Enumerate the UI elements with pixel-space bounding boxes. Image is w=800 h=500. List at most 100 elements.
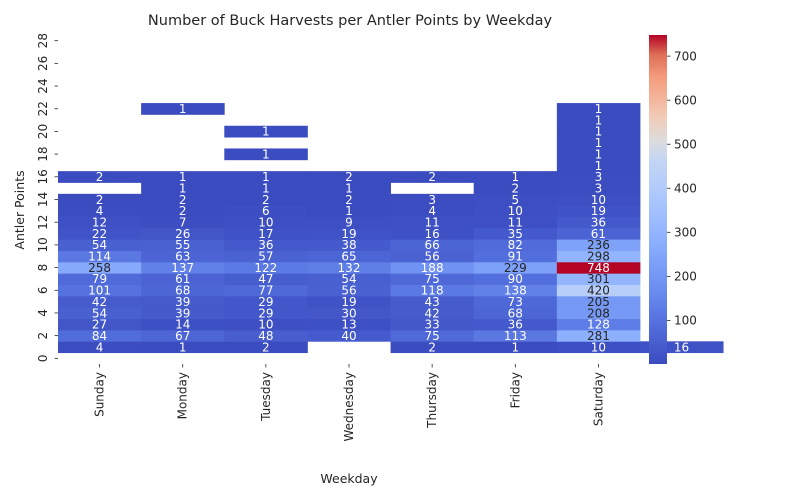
heatmap-cell-label: 138 [504, 284, 527, 298]
heatmap-cell-label: 137 [171, 261, 194, 275]
heatmap-cell-label: 79 [92, 272, 107, 286]
colorbar-tick-label: 400 [674, 182, 697, 196]
heatmap-cell [141, 318, 225, 331]
heatmap-cell [141, 284, 225, 297]
heatmap-cell [307, 273, 391, 285]
heatmap-cell [307, 250, 391, 263]
heatmap-cell-label: 73 [508, 295, 523, 309]
heatmap-cell [473, 284, 558, 297]
chart-title: Number of Buck Harvests per Antler Point… [148, 13, 553, 29]
heatmap-cell [224, 261, 308, 274]
heatmap-cell-label: 68 [508, 306, 523, 320]
heatmap-cell [224, 318, 308, 331]
heatmap-cell [307, 171, 391, 183]
heatmap-cell-label: 43 [424, 295, 439, 309]
colorbar-tick-label: 200 [674, 270, 697, 284]
heatmap-cell [58, 193, 142, 206]
y-tick-label: 28 [36, 33, 50, 48]
heatmap-cell [473, 227, 558, 240]
heatmap-cell [473, 318, 558, 331]
y-tick-label: 8 [36, 264, 50, 272]
y-tick-label: 14 [36, 192, 50, 207]
heatmap-cell-label: 54 [341, 272, 356, 286]
heatmap-cell-label: 258 [88, 261, 111, 275]
heatmap-cell-label: 1 [179, 181, 187, 195]
heatmap-cell [473, 239, 558, 251]
heatmap-cell [224, 239, 308, 251]
heatmap-cell [473, 341, 558, 354]
heatmap-cell-label: 298 [587, 250, 610, 264]
heatmap-cell-label: 1 [179, 170, 187, 184]
heatmap-cell [141, 261, 225, 274]
heatmap-cell-label: 36 [508, 318, 523, 332]
heatmap-cell [307, 318, 391, 331]
heatmap-cell-label: 42 [424, 306, 439, 320]
heatmap-cell [141, 227, 225, 240]
heatmap-cell [556, 205, 641, 217]
heatmap-cell [473, 307, 558, 320]
heatmap-cell [556, 329, 641, 342]
heatmap-cell-label: 1 [511, 170, 519, 184]
heatmap-cell-label: 1 [595, 136, 603, 150]
heatmap-cell [224, 250, 308, 263]
x-tick-label: Sunday [93, 372, 107, 417]
heatmap-cell-label: 205 [587, 295, 610, 309]
heatmap-cell [307, 227, 391, 240]
heatmap-cell [556, 137, 641, 149]
colorbar-tick-label: 300 [674, 226, 697, 240]
heatmap-cell [141, 182, 225, 195]
heatmap-cell [556, 148, 641, 161]
heatmap-cell-label: 39 [175, 295, 190, 309]
heatmap-cell [141, 250, 225, 263]
heatmap-cell [473, 261, 558, 274]
x-tick-label: Thursday [425, 372, 439, 429]
heatmap-cell-label: 16 [424, 227, 439, 241]
heatmap-cell [58, 329, 142, 342]
heatmap-cell-label: 281 [587, 329, 610, 343]
heatmap-cell [141, 329, 225, 342]
heatmap-cell-label: 13 [341, 318, 356, 332]
heatmap-cell-label: 16 [674, 340, 689, 354]
heatmap-cell [556, 182, 641, 195]
heatmap-cell-label: 10 [591, 193, 606, 207]
heatmap-cell [141, 205, 225, 217]
heatmap-cell-label: 42 [92, 295, 107, 309]
heatmap-cell-label: 6 [262, 204, 270, 218]
heatmap-cell-label: 114 [88, 250, 111, 264]
heatmap-cell [473, 273, 558, 285]
heatmap-cell [224, 171, 308, 183]
heatmap-cell [58, 250, 142, 263]
heatmap-cell-label: 4 [428, 204, 436, 218]
heatmap-cell [141, 171, 225, 183]
heatmap-cell [224, 284, 308, 297]
heatmap-cell-label: 75 [424, 329, 439, 343]
heatmap-cell [556, 227, 641, 240]
heatmap-cell [390, 284, 475, 297]
heatmap-cell [473, 205, 558, 217]
heatmap-cell-label: 2 [511, 181, 519, 195]
heatmap-cell [390, 318, 475, 331]
heatmap-cell [224, 182, 308, 195]
heatmap-cell-label: 1 [595, 159, 603, 173]
heatmap-cell-label: 301 [587, 272, 610, 286]
colorbar-gradient [649, 35, 667, 364]
heatmap-cell-label: 2 [345, 193, 353, 207]
heatmap-cell [224, 148, 308, 161]
heatmap-cell-label: 90 [508, 272, 523, 286]
heatmap-cell [390, 273, 475, 285]
heatmap-cell [556, 307, 641, 320]
heatmap-cell-label: 3 [595, 181, 603, 195]
heatmap-cell [224, 193, 308, 206]
heatmap-cell [141, 239, 225, 251]
heatmap-cell-label: 56 [341, 284, 356, 298]
heatmap-cell [473, 329, 558, 342]
heatmap-cell-label: 10 [508, 204, 523, 218]
heatmap-cell-label: 188 [421, 261, 444, 275]
heatmap-cell [473, 193, 558, 206]
heatmap-cell [58, 205, 142, 217]
heatmap-cell-label: 22 [92, 227, 107, 241]
y-tick-label: 20 [36, 124, 50, 139]
heatmap-cell [58, 273, 142, 285]
heatmap-cell-label: 2 [179, 193, 187, 207]
